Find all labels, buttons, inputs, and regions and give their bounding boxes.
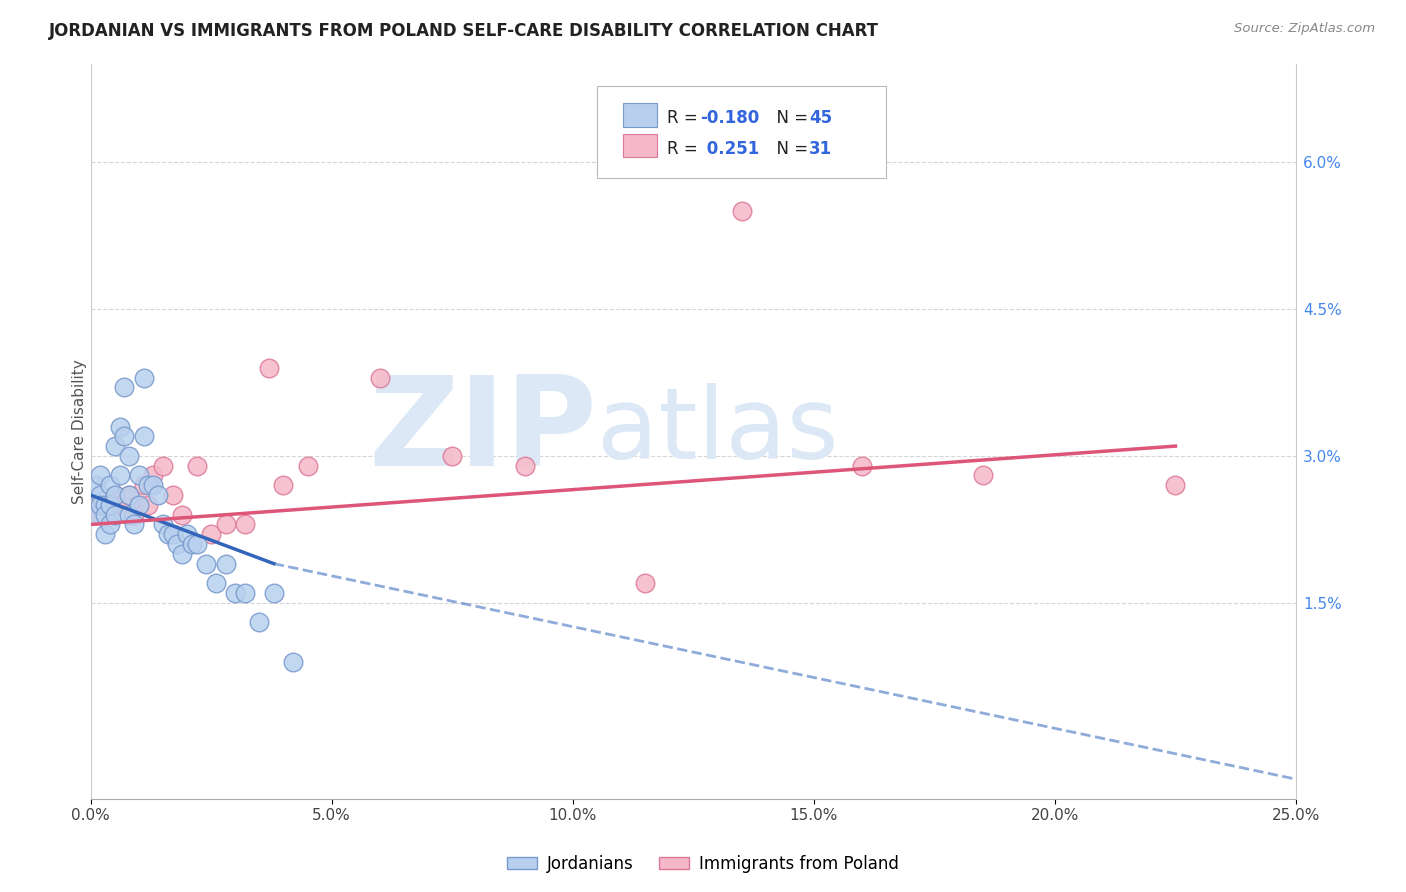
Point — [257, 360, 280, 375]
Point — [297, 458, 319, 473]
Point — [112, 429, 135, 443]
Point — [176, 527, 198, 541]
Point — [214, 557, 236, 571]
Point — [112, 498, 135, 512]
Point — [84, 498, 107, 512]
Text: Source: ZipAtlas.com: Source: ZipAtlas.com — [1234, 22, 1375, 36]
Point — [89, 488, 111, 502]
Point — [172, 508, 194, 522]
Point — [195, 557, 218, 571]
Point — [104, 488, 127, 502]
Point — [132, 478, 155, 492]
Text: R =: R = — [666, 139, 703, 158]
Point — [441, 449, 464, 463]
Point — [851, 458, 873, 473]
Point — [118, 488, 141, 502]
Point — [172, 547, 194, 561]
Point — [89, 468, 111, 483]
Point — [166, 537, 188, 551]
Point — [94, 498, 117, 512]
Point — [186, 458, 208, 473]
Point — [138, 478, 160, 492]
Point — [263, 586, 285, 600]
Text: JORDANIAN VS IMMIGRANTS FROM POLAND SELF-CARE DISABILITY CORRELATION CHART: JORDANIAN VS IMMIGRANTS FROM POLAND SELF… — [49, 22, 879, 40]
Point — [180, 537, 202, 551]
Point — [118, 488, 141, 502]
Point — [128, 498, 150, 512]
Text: -0.180: -0.180 — [700, 109, 759, 127]
FancyBboxPatch shape — [598, 87, 886, 178]
Point — [84, 478, 107, 492]
FancyBboxPatch shape — [623, 103, 657, 127]
Point — [368, 370, 391, 384]
Y-axis label: Self-Care Disability: Self-Care Disability — [72, 359, 87, 504]
Point — [89, 508, 111, 522]
Point — [281, 655, 304, 669]
Text: N =: N = — [766, 109, 813, 127]
Point — [1164, 478, 1187, 492]
Point — [205, 576, 228, 591]
Point — [94, 508, 117, 522]
Point — [233, 586, 256, 600]
Point — [513, 458, 536, 473]
Legend: Jordanians, Immigrants from Poland: Jordanians, Immigrants from Poland — [501, 848, 905, 880]
Point — [634, 576, 657, 591]
Point — [98, 517, 121, 532]
Point — [972, 468, 994, 483]
Point — [162, 488, 184, 502]
Point — [108, 498, 131, 512]
Point — [98, 478, 121, 492]
Point — [142, 478, 165, 492]
Point — [132, 370, 155, 384]
Point — [138, 498, 160, 512]
Point — [156, 527, 179, 541]
Point — [98, 498, 121, 512]
Point — [84, 508, 107, 522]
Point — [118, 449, 141, 463]
Point — [122, 517, 145, 532]
Point — [142, 468, 165, 483]
Point — [146, 488, 169, 502]
Point — [94, 498, 117, 512]
Point — [273, 478, 295, 492]
Point — [233, 517, 256, 532]
Point — [108, 468, 131, 483]
Text: 31: 31 — [808, 139, 832, 158]
FancyBboxPatch shape — [623, 134, 657, 157]
Point — [247, 615, 270, 630]
Point — [98, 498, 121, 512]
Point — [162, 527, 184, 541]
Text: R =: R = — [666, 109, 703, 127]
Point — [94, 527, 117, 541]
Point — [112, 380, 135, 394]
Text: atlas: atlas — [598, 383, 838, 480]
Point — [186, 537, 208, 551]
Point — [152, 458, 174, 473]
Point — [128, 498, 150, 512]
Text: 45: 45 — [808, 109, 832, 127]
Point — [128, 468, 150, 483]
Point — [122, 508, 145, 522]
Text: N =: N = — [766, 139, 813, 158]
Point — [730, 204, 752, 219]
Point — [118, 508, 141, 522]
Text: 0.251: 0.251 — [700, 139, 759, 158]
Point — [108, 419, 131, 434]
Point — [200, 527, 222, 541]
Point — [132, 429, 155, 443]
Point — [152, 517, 174, 532]
Point — [104, 439, 127, 453]
Point — [224, 586, 246, 600]
Point — [214, 517, 236, 532]
Point — [89, 498, 111, 512]
Point — [104, 488, 127, 502]
Point — [104, 508, 127, 522]
Text: ZIP: ZIP — [368, 371, 598, 491]
